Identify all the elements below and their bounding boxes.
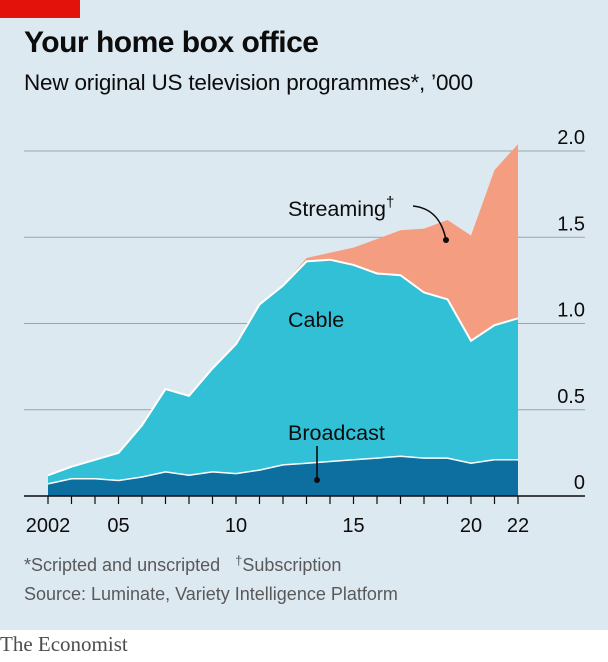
x-tick-label: 15 — [342, 515, 364, 537]
y-tick-label: 1.5 — [557, 213, 585, 235]
cable-top-border — [47, 258, 519, 477]
footnote-scripted: *Scripted and unscripted — [24, 555, 221, 575]
brand-name: The Economist — [0, 632, 128, 656]
stacked-areas — [47, 144, 519, 496]
x-tick-label: 2002 — [26, 515, 71, 537]
cable-label: Cable — [288, 308, 344, 332]
broadcast-area — [48, 456, 518, 496]
y-tick-label: 1.0 — [557, 300, 585, 322]
y-tick-label: 0.5 — [557, 386, 585, 408]
footnote-subscription: Subscription — [242, 555, 342, 575]
footnote-dagger: † — [235, 553, 243, 568]
streaming-label: Streaming† — [288, 194, 394, 221]
brand-red-tag — [0, 0, 80, 18]
streaming-leader-dot — [443, 237, 449, 243]
broadcast-top-border — [47, 455, 518, 485]
chart-subtitle: New original US television programmes*, … — [24, 70, 473, 95]
source-note: Source: Luminate, Variety Intelligence P… — [24, 584, 398, 604]
broadcast-leader-dot — [314, 477, 320, 483]
x-axis-ticks: 2002 05 10 15 20 22 — [26, 496, 529, 537]
streaming-leader-line — [412, 205, 447, 241]
broadcast-label: Broadcast — [288, 421, 385, 445]
y-tick-label: 0 — [574, 472, 585, 494]
x-tick-label: 20 — [460, 515, 482, 537]
series-labels: Streaming† Cable Broadcast — [288, 194, 449, 483]
cable-area — [48, 259, 518, 484]
footnote-scripted-subscription: *Scripted and unscripted †Subscription — [24, 553, 341, 576]
x-tick-label: 22 — [507, 515, 529, 537]
x-tick-label: 05 — [107, 515, 129, 537]
x-tick-label: 10 — [225, 515, 247, 537]
y-axis-ticks: 0 0.5 1.0 1.5 2.0 — [557, 127, 585, 494]
y-tick-label: 2.0 — [557, 127, 585, 149]
chart-title: Your home box office — [24, 26, 319, 59]
